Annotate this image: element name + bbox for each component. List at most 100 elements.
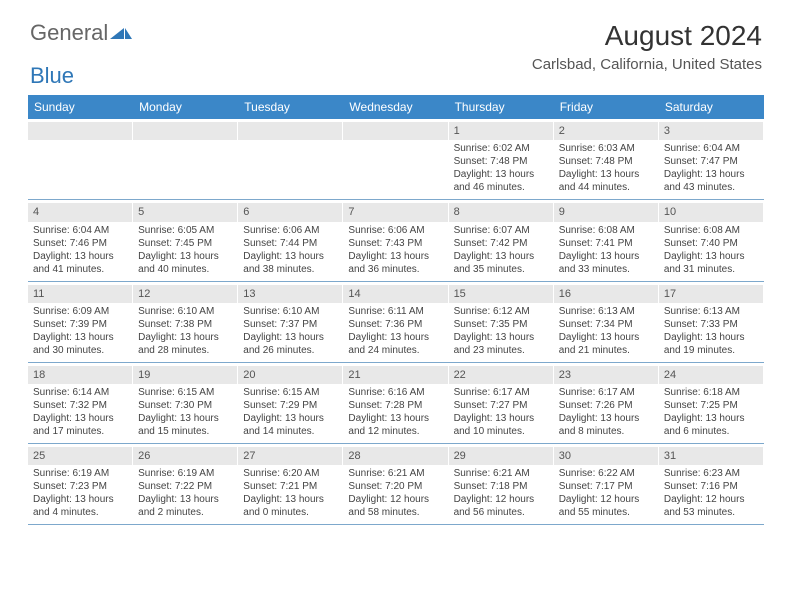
day-number — [133, 122, 237, 140]
sunset-text: Sunset: 7:36 PM — [348, 318, 442, 331]
sunrise-text: Sunrise: 6:22 AM — [559, 467, 653, 480]
sunrise-text: Sunrise: 6:04 AM — [664, 142, 758, 155]
sunrise-text: Sunrise: 6:09 AM — [33, 305, 127, 318]
day-number: 17 — [659, 285, 763, 303]
daylight-text: Daylight: 13 hours and 41 minutes. — [33, 250, 127, 276]
sunrise-text: Sunrise: 6:11 AM — [348, 305, 442, 318]
sunset-text: Sunset: 7:26 PM — [559, 399, 653, 412]
sunset-text: Sunset: 7:46 PM — [33, 237, 127, 250]
weekday-header-row: SundayMondayTuesdayWednesdayThursdayFrid… — [28, 95, 764, 119]
day-cell: 6Sunrise: 6:06 AMSunset: 7:44 PMDaylight… — [238, 200, 343, 280]
day-number: 3 — [659, 122, 763, 140]
day-number: 10 — [659, 203, 763, 221]
daylight-text: Daylight: 13 hours and 14 minutes. — [243, 412, 337, 438]
daylight-text: Daylight: 12 hours and 53 minutes. — [664, 493, 758, 519]
day-number: 21 — [343, 366, 447, 384]
day-cell: 14 Sunrise: 6:11 AMSunset: 7:36 PMDayligh… — [343, 282, 448, 362]
sunrise-text: Sunrise: 6:05 AM — [138, 224, 232, 237]
daylight-text: Daylight: 13 hours and 46 minutes. — [454, 168, 548, 194]
daylight-text: Daylight: 13 hours and 2 minutes. — [138, 493, 232, 519]
brand-part1: General — [30, 20, 108, 46]
sunrise-text: Sunrise: 6:23 AM — [664, 467, 758, 480]
daylight-text: Daylight: 13 hours and 44 minutes. — [559, 168, 653, 194]
daylight-text: Daylight: 13 hours and 26 minutes. — [243, 331, 337, 357]
sunset-text: Sunset: 7:40 PM — [664, 237, 758, 250]
daylight-text: Daylight: 13 hours and 0 minutes. — [243, 493, 337, 519]
daylight-text: Daylight: 13 hours and 10 minutes. — [454, 412, 548, 438]
daylight-text: Daylight: 13 hours and 38 minutes. — [243, 250, 337, 276]
sunrise-text: Sunrise: 6:19 AM — [33, 467, 127, 480]
sunrise-text: Sunrise: 6:04 AM — [33, 224, 127, 237]
sunrise-text: Sunrise: 6:20 AM — [243, 467, 337, 480]
day-cell: 7Sunrise: 6:06 AMSunset: 7:43 PMDaylight… — [343, 200, 448, 280]
sunset-text: Sunset: 7:48 PM — [454, 155, 548, 168]
day-cell: 5Sunrise: 6:05 AMSunset: 7:45 PMDaylight… — [133, 200, 238, 280]
day-cell — [133, 119, 238, 199]
sunset-text: Sunset: 7:38 PM — [138, 318, 232, 331]
daylight-text: Daylight: 13 hours and 17 minutes. — [33, 412, 127, 438]
day-number — [238, 122, 342, 140]
week-row: 25 Sunrise: 6:19 AMSunset: 7:23 PM Dayligh… — [28, 444, 764, 525]
day-cell: 18Sunrise: 6:14 AMSunset: 7:32 PMDayligh… — [28, 363, 133, 443]
weekday-header: Thursday — [449, 95, 554, 119]
day-cell: 4Sunrise: 6:04 AMSunset: 7:46 PMDaylight… — [28, 200, 133, 280]
day-cell — [238, 119, 343, 199]
sunset-text: Sunset: 7:44 PM — [243, 237, 337, 250]
daylight-text: Daylight: 13 hours and 15 minutes. — [138, 412, 232, 438]
sunset-text: Sunset: 7:25 PM — [664, 399, 758, 412]
day-number: 9 — [554, 203, 658, 221]
day-number: 14 — [343, 285, 447, 303]
sunset-text: Sunset: 7:48 PM — [559, 155, 653, 168]
sunrise-text: Sunrise: 6:12 AM — [454, 305, 548, 318]
sunrise-text: Sunrise: 6:02 AM — [454, 142, 548, 155]
weekday-header: Monday — [133, 95, 238, 119]
day-cell: 13Sunrise: 6:10 AMSunset: 7:37 PMDayligh… — [238, 282, 343, 362]
day-cell: 29Sunrise: 6:21 AMSunset: 7:18 PMDayligh… — [449, 444, 554, 524]
daylight-text: Daylight: 13 hours and 43 minutes. — [664, 168, 758, 194]
sunset-text: Sunset: 7:39 PM — [33, 318, 127, 331]
sunset-text: Sunset: 7:17 PM — [559, 480, 653, 493]
sunset-text: Sunset: 7:42 PM — [454, 237, 548, 250]
day-number: 25 — [28, 447, 132, 465]
sunrise-text: Sunrise: 6:15 AM — [138, 386, 232, 399]
sunrise-text: Sunrise: 6:18 AM — [664, 386, 758, 399]
day-number: 26 — [133, 447, 237, 465]
day-number: 8 — [449, 203, 553, 221]
day-number: 22 — [449, 366, 553, 384]
sunrise-text: Sunrise: 6:08 AM — [559, 224, 653, 237]
day-number — [343, 122, 447, 140]
daylight-text: Daylight: 12 hours and 56 minutes. — [454, 493, 548, 519]
weekday-header: Saturday — [659, 95, 764, 119]
sunrise-text: Sunrise: 6:15 AM — [243, 386, 337, 399]
weekday-header: Sunday — [28, 95, 133, 119]
weekday-header: Tuesday — [238, 95, 343, 119]
sunset-text: Sunset: 7:30 PM — [138, 399, 232, 412]
sunset-text: Sunset: 7:23 PM — [33, 480, 127, 493]
day-cell: 31Sunrise: 6:23 AMSunset: 7:16 PMDayligh… — [659, 444, 764, 524]
day-number: 5 — [133, 203, 237, 221]
daylight-text: Daylight: 13 hours and 21 minutes. — [559, 331, 653, 357]
day-number: 24 — [659, 366, 763, 384]
day-number: 20 — [238, 366, 342, 384]
sunset-text: Sunset: 7:16 PM — [664, 480, 758, 493]
day-cell: 16Sunrise: 6:13 AMSunset: 7:34 PMDayligh… — [554, 282, 659, 362]
day-cell: 8Sunrise: 6:07 AMSunset: 7:42 PMDaylight… — [449, 200, 554, 280]
day-cell: 25Sunrise: 6:19 AMSunset: 7:23 PMDayligh… — [28, 444, 133, 524]
daylight-text: Daylight: 13 hours and 24 minutes. — [348, 331, 442, 357]
brand-part2: Blue — [30, 63, 74, 89]
day-cell: 11Sunrise: 6:09 AMSunset: 7:39 PMDayligh… — [28, 282, 133, 362]
day-cell: 21Sunrise: 6:16 AMSunset: 7:28 PMDayligh… — [343, 363, 448, 443]
sunset-text: Sunset: 7:18 PM — [454, 480, 548, 493]
sunset-text: Sunset: 7:47 PM — [664, 155, 758, 168]
day-cell: 17Sunrise: 6:13 AMSunset: 7:33 PMDayligh… — [659, 282, 764, 362]
title-block: August 2024 Carlsbad, California, United… — [532, 20, 762, 73]
calendar: SundayMondayTuesdayWednesdayThursdayFrid… — [28, 95, 764, 525]
daylight-text: Daylight: 13 hours and 30 minutes. — [33, 331, 127, 357]
sunset-text: Sunset: 7:34 PM — [559, 318, 653, 331]
sunset-text: Sunset: 7:35 PM — [454, 318, 548, 331]
sunset-text: Sunset: 7:20 PM — [348, 480, 442, 493]
sunrise-text: Sunrise: 6:06 AM — [348, 224, 442, 237]
daylight-text: Daylight: 13 hours and 23 minutes. — [454, 331, 548, 357]
sunset-text: Sunset: 7:45 PM — [138, 237, 232, 250]
day-number: 12 — [133, 285, 237, 303]
